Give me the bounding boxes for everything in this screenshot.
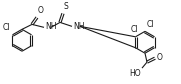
Text: O: O — [38, 6, 44, 15]
Text: HO: HO — [129, 69, 141, 78]
Text: O: O — [157, 53, 163, 62]
Text: Cl: Cl — [3, 23, 10, 32]
Text: NH: NH — [73, 22, 85, 31]
Text: NH: NH — [45, 22, 56, 31]
Text: Cl: Cl — [147, 20, 155, 29]
Text: S: S — [64, 2, 69, 11]
Text: Cl: Cl — [131, 25, 138, 34]
